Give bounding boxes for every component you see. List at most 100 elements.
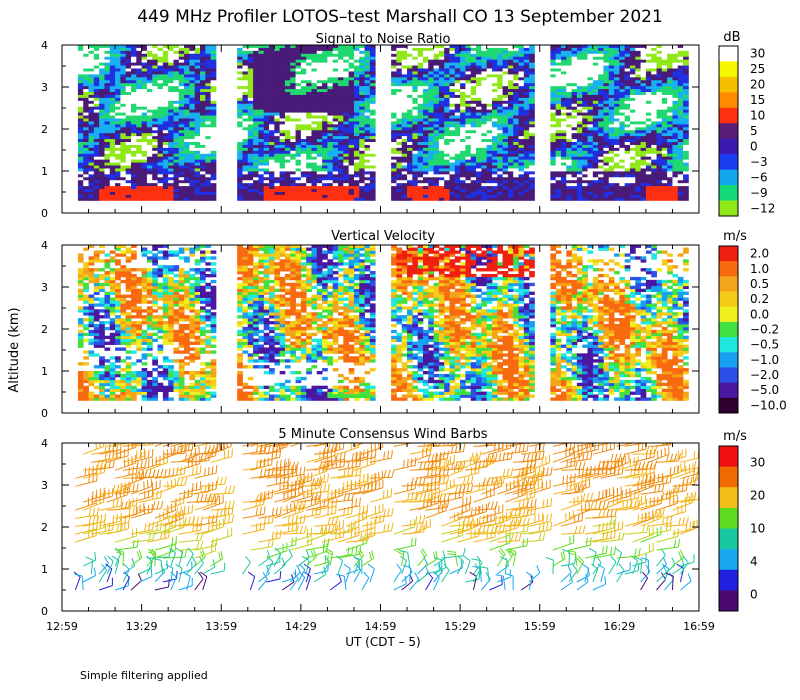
snr-cell: [269, 97, 275, 101]
snr-cell: [184, 79, 190, 84]
snr-cell: [194, 94, 201, 98]
snr-cell: [592, 94, 599, 98]
snr-cell: [343, 91, 350, 95]
snr-cell: [460, 85, 466, 90]
snr-cell: [109, 115, 116, 119]
snr-cell: [603, 150, 610, 154]
snr-cell: [99, 165, 105, 169]
snr-cell: [486, 150, 493, 154]
snr-cell: [168, 97, 174, 101]
snr-cell: [237, 91, 243, 95]
snr-cell: [619, 112, 626, 116]
snr-cell: [157, 106, 164, 110]
snr-cell: [300, 68, 307, 72]
snr-cell: [109, 56, 116, 60]
snr-cell: [131, 171, 137, 175]
snr-cell: [184, 85, 190, 90]
snr-cell: [518, 179, 525, 184]
snr-cell: [603, 76, 610, 81]
snr-cell: [88, 71, 95, 75]
snr-cell: [300, 162, 307, 166]
snr-cell: [327, 118, 334, 122]
snr-cell: [322, 165, 328, 169]
snr-cell: [184, 76, 190, 81]
snr-cell: [582, 103, 588, 107]
snr-cell: [550, 73, 557, 78]
snr-cell: [136, 194, 143, 198]
snr-cell: [449, 68, 456, 72]
snr-cell: [77, 162, 84, 166]
snr-cell: [242, 147, 249, 151]
snr-cell: [481, 106, 488, 110]
snr-cell: [369, 185, 376, 190]
snr-cell: [359, 112, 365, 116]
snr-cell: [343, 179, 350, 184]
snr-cell: [178, 59, 185, 63]
snr-cell: [454, 123, 461, 128]
snr-cell: [343, 79, 350, 84]
snr-cell: [412, 59, 419, 63]
snr-cell: [77, 50, 84, 54]
snr-cell: [359, 147, 365, 151]
snr-cell: [162, 68, 169, 72]
snr-cell: [576, 65, 583, 69]
snr-cell: [316, 79, 323, 84]
snr-cell: [338, 173, 344, 178]
snr-cell: [274, 50, 281, 54]
snr-cell: [146, 59, 153, 63]
snr-cell: [109, 53, 116, 57]
snr-cell: [470, 197, 477, 201]
snr-cell: [518, 62, 525, 66]
snr-cell: [582, 123, 588, 128]
snr-cell: [566, 126, 572, 131]
snr-cell: [576, 103, 583, 107]
snr-cell: [438, 126, 445, 131]
snr-cell: [587, 85, 594, 90]
snr-cell: [364, 135, 371, 140]
snr-cell: [263, 97, 270, 101]
snr-cell: [295, 59, 302, 63]
snr-cell: [316, 118, 323, 122]
snr-cell: [316, 168, 323, 172]
snr-cell: [624, 82, 631, 87]
snr-cell: [369, 103, 376, 107]
snr-cell: [592, 79, 599, 84]
snr-cell: [104, 76, 111, 81]
snr-cell: [486, 121, 493, 125]
snr-cell: [290, 79, 296, 84]
snr-cell: [587, 185, 594, 190]
snr-cell: [189, 126, 196, 131]
snr-cell: [502, 53, 509, 57]
snr-cell: [168, 112, 174, 116]
snr-cell: [290, 106, 296, 110]
snr-heatmap: [77, 45, 689, 201]
snr-cell: [322, 56, 328, 60]
snr-cell: [194, 132, 201, 137]
snr-cell: [523, 112, 530, 116]
snr-cell: [444, 156, 450, 160]
snr-cell: [306, 159, 312, 163]
snr-cell: [454, 94, 461, 98]
snr-cell: [576, 141, 583, 145]
snr-cell: [210, 82, 217, 87]
snr-cell: [88, 45, 95, 48]
snr-cell: [465, 62, 472, 66]
snr-cell: [576, 106, 583, 110]
snr-cell: [189, 156, 196, 160]
snr-cell: [332, 109, 339, 113]
snr-cell: [571, 144, 578, 148]
snr-cell: [396, 185, 403, 190]
snr-cell: [306, 68, 312, 72]
snr-cell: [152, 91, 158, 95]
snr-cell: [513, 115, 519, 119]
snr-cell: [560, 65, 567, 69]
snr-cell: [433, 135, 440, 140]
snr-cell: [189, 191, 196, 195]
snr-cell: [481, 144, 488, 148]
snr-cell: [178, 91, 185, 95]
snr-cell: [582, 88, 588, 93]
snr-cell: [486, 176, 493, 181]
snr-cell: [624, 76, 631, 81]
snr-cell: [200, 191, 206, 195]
snr-cell: [614, 88, 620, 93]
